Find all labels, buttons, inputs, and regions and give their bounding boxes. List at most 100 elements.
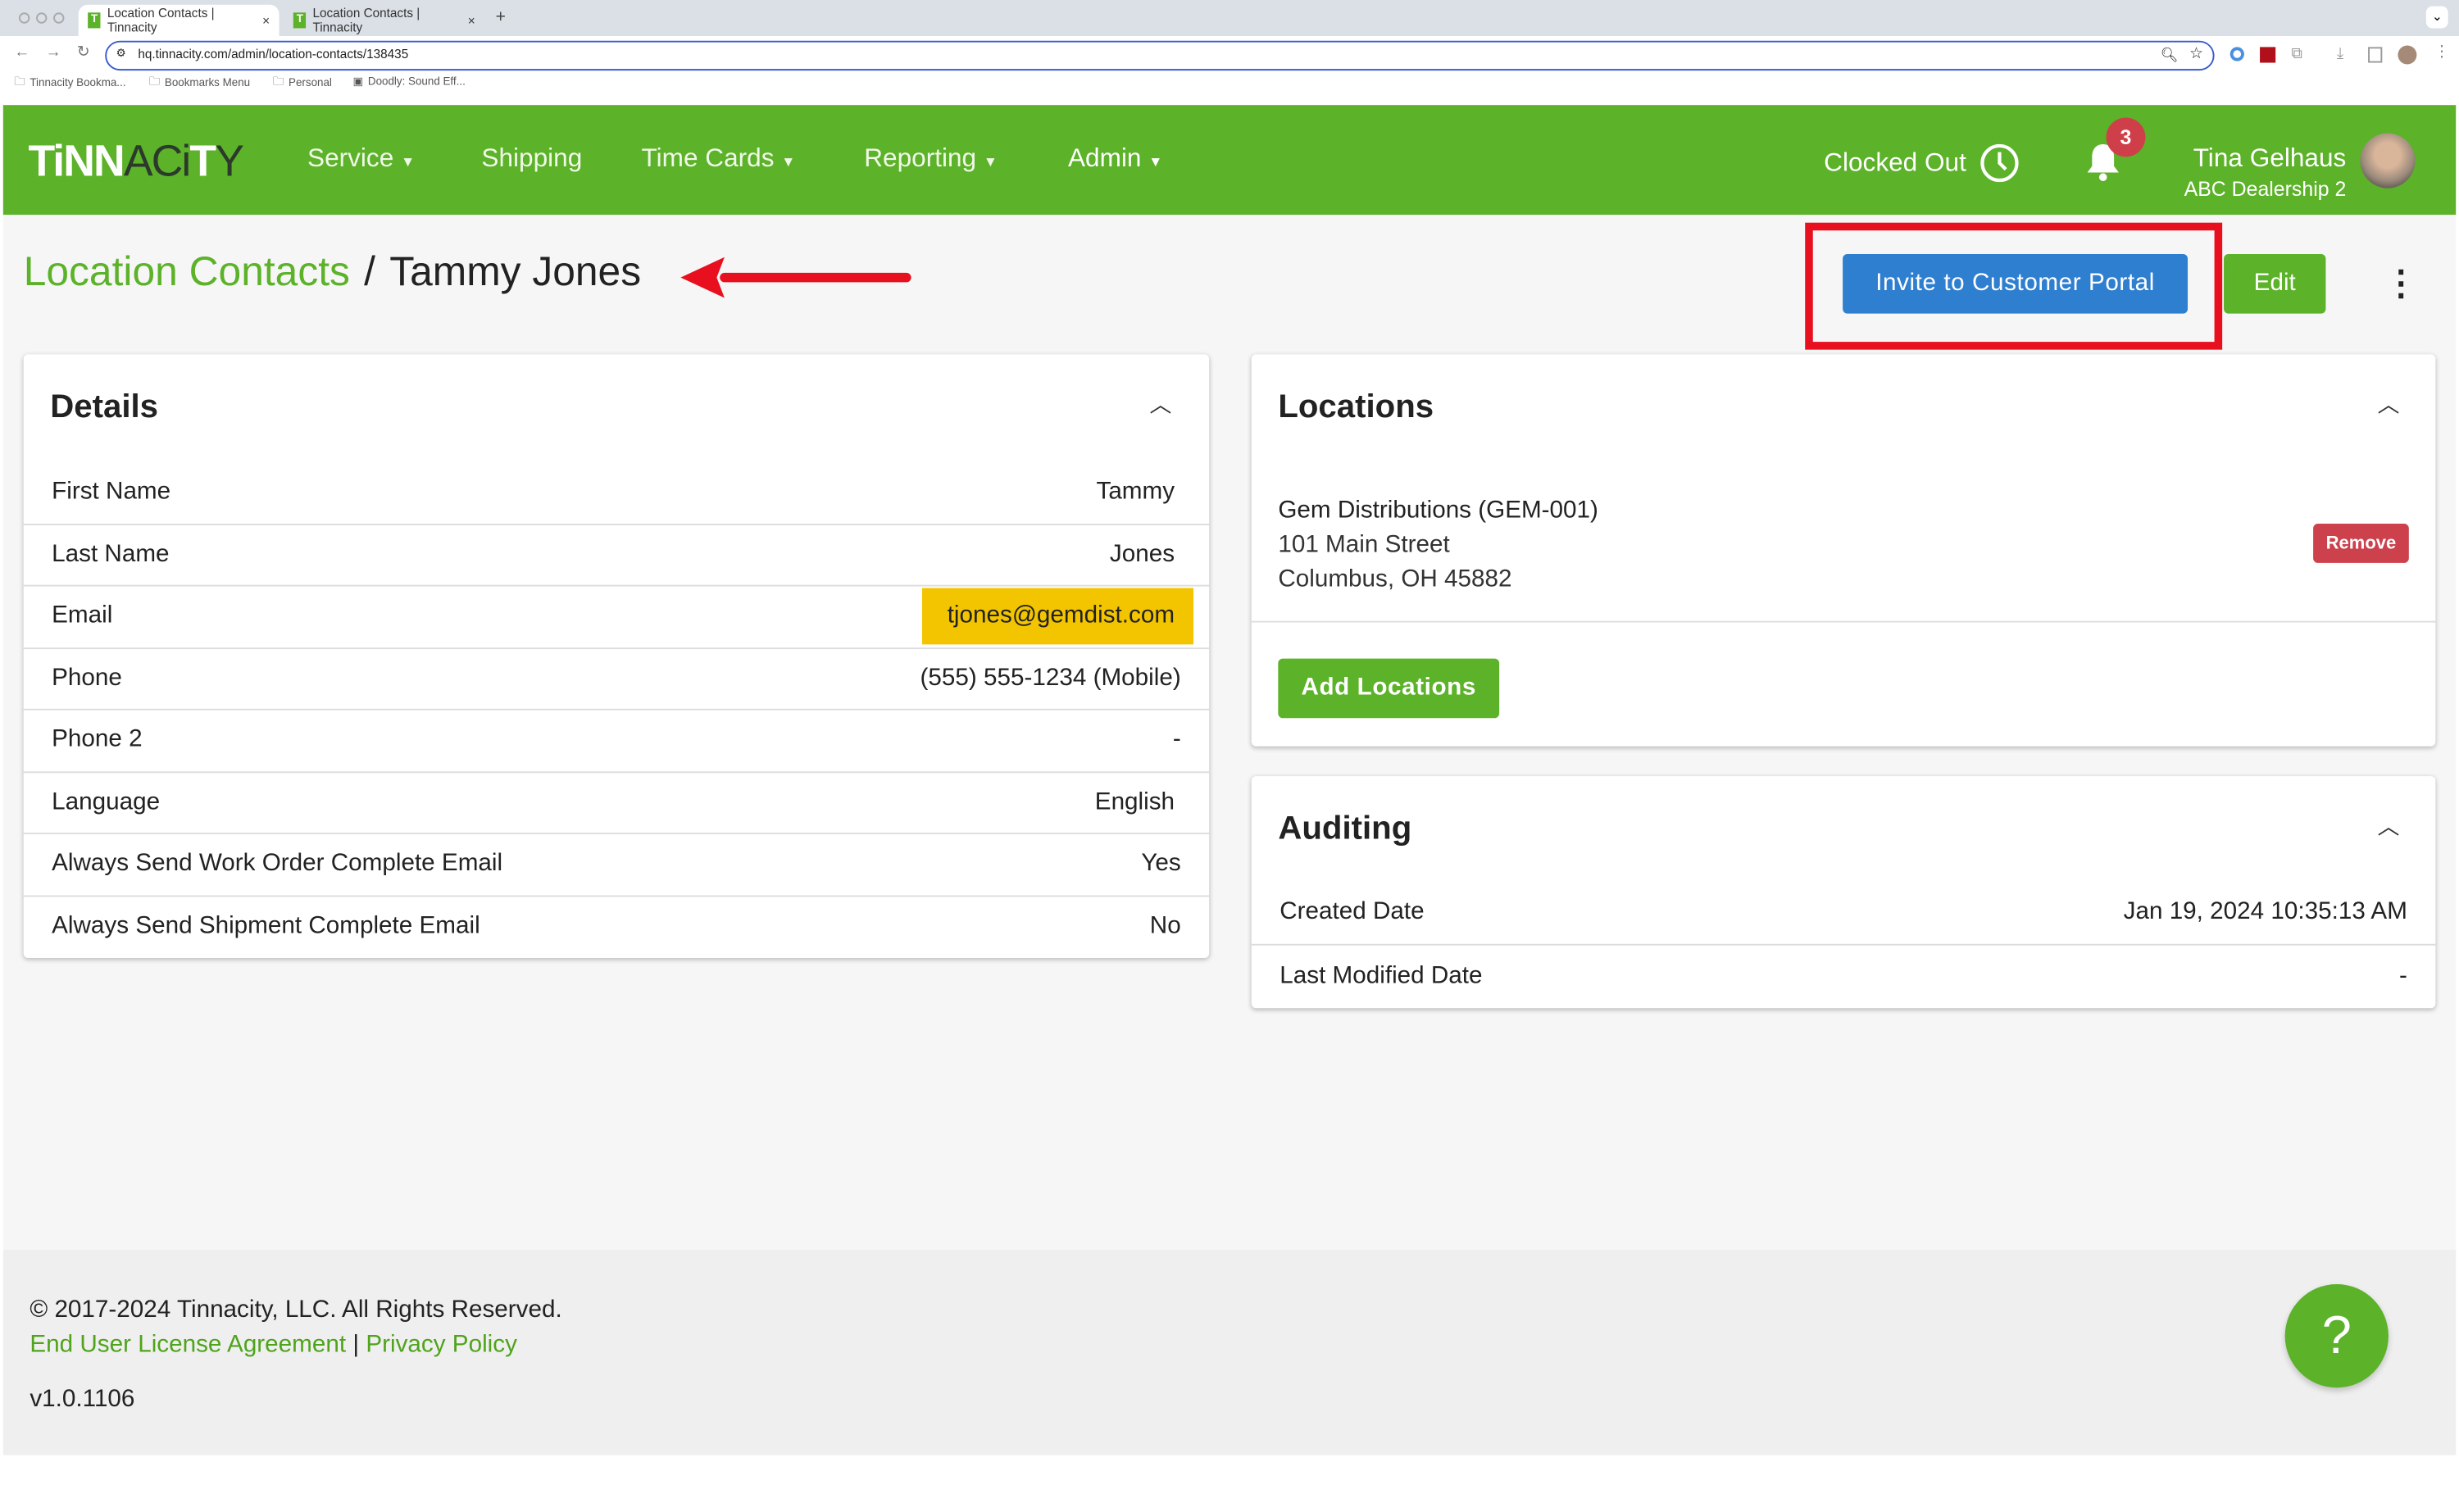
nav-admin[interactable]: Admin ▼ [1067,144,1163,173]
tab-search-icon[interactable]: ⌄ [2425,6,2448,29]
bookmark-label: Tinnacity Bookma... [30,78,126,90]
row-value: (555) 555-1234 (Mobile) [920,664,1181,692]
row-label: Phone 2 [52,726,143,753]
tab-title: Location Contacts | Tinnacity [107,6,215,35]
invite-to-customer-portal-button[interactable]: Invite to Customer Portal [1843,253,2189,314]
auditing-title: Auditing [1278,810,1412,847]
bookmark-item[interactable]: 🗀 Bookmarks Menu [149,75,250,93]
collapse-chevron-icon[interactable]: ︿ [2377,814,2400,839]
location-name: Gem Distributions (GEM-001) [1278,497,1598,524]
url-text: hq.tinnacity.com/admin/location-contacts… [138,47,409,61]
collapse-chevron-icon[interactable]: ︿ [1149,392,1172,417]
caret-down-icon: ▼ [781,153,796,170]
browser-menu-icon[interactable]: ⋮ [2434,43,2450,61]
footer [2,1249,2457,1455]
bookmark-item[interactable]: 🗀 Personal [273,75,332,93]
row-value: Jan 19, 2024 10:35:13 AM [2123,898,2407,926]
bookmark-label: Personal [289,78,332,90]
link-separator: | [352,1331,360,1358]
location-street: 101 Main Street [1278,531,1450,559]
copyright: © 2017-2024 Tinnacity, LLC. All Rights R… [30,1296,562,1324]
clock-status-button[interactable]: Clocked Out [1824,143,2020,184]
row-value: - [2399,962,2407,989]
bookmark-item[interactable]: 🗀 Tinnacity Bookma... [14,75,125,93]
tinnacity-favicon-icon: T [88,12,102,29]
detail-row: First Name Tammy [23,462,1210,524]
nav-time-cards[interactable]: Time Cards ▼ [641,144,796,173]
location-item: Gem Distributions (GEM-001) 101 Main Str… [1278,494,1598,597]
auditing-card: Auditing ︿ Created Date Jan 19, 2024 10:3… [1251,776,2436,1009]
row-label: Phone [52,664,122,692]
user-menu[interactable]: Tina Gelhaus ABC Dealership 2 [2184,144,2347,201]
extensions-icon[interactable]: ⧉ [2291,45,2302,63]
acrobat-extension-icon[interactable] [2260,47,2276,63]
close-tab-icon[interactable]: × [262,13,270,28]
new-tab-button[interactable]: + [495,7,506,27]
collapse-chevron-icon[interactable]: ︿ [2377,392,2400,417]
address-toolbar: ← → ↻ [0,36,2459,74]
zoom-icon[interactable]: 🔍︎ [2160,47,2179,63]
row-label: Language [52,788,161,815]
detail-row: Always Send Shipment Complete Email No [24,896,1209,958]
email-value-highlighted[interactable]: tjones@gemdist.com [922,588,1194,645]
clock-status: Clocked Out [1824,148,1966,177]
browser-tab[interactable]: T Location Contacts | Tinnacity × [284,5,484,36]
nav-reporting[interactable]: Reporting ▼ [864,144,998,173]
site-settings-icon[interactable]: ⚙ [116,48,126,60]
browser-tab-active[interactable]: T Location Contacts | Tinnacity × [78,4,280,37]
bell-icon[interactable] [2083,139,2124,184]
privacy-policy-link[interactable]: Privacy Policy [366,1331,517,1358]
user-avatar[interactable] [2360,133,2416,188]
remove-location-button[interactable]: Remove [2313,524,2409,563]
extension-icon[interactable] [2229,47,2244,61]
top-nav [2,105,2457,216]
edit-button[interactable]: Edit [2224,253,2326,314]
bookmark-star-icon[interactable]: ☆ [2189,45,2204,63]
detail-row: Email tjones@gemdist.com [23,587,1210,649]
bookmark-item[interactable]: ▣ Doodly: Sound Eff... [352,75,465,88]
window-controls[interactable] [18,12,65,24]
add-locations-button[interactable]: Add Locations [1278,658,1500,719]
row-label: Always Send Work Order Complete Email [52,850,503,878]
tinnacity-favicon-icon: T [293,12,307,29]
breadcrumb-location-contacts[interactable]: Location Contacts [23,247,350,295]
row-value: Jones [1109,540,1175,568]
eula-link[interactable]: End User License Agreement [30,1331,347,1358]
row-label: Email [52,602,113,629]
annotation-arrow-icon [680,257,911,298]
more-options-icon[interactable]: ⋮ [2384,263,2419,303]
page-icon: ▣ [352,76,364,89]
browser-tab-bar: T Location Contacts | Tinnacity × T Loca… [0,0,2459,37]
download-icon[interactable]: ⤓ [2336,45,2344,63]
caret-down-icon: ▼ [401,153,416,170]
folder-icon: 🗀 [148,76,161,89]
back-icon[interactable]: ← [14,43,30,61]
row-value: - [1172,726,1181,753]
location-city: Columbus, OH 45882 [1278,565,1512,593]
help-button[interactable]: ? [2284,1283,2389,1388]
url-bar[interactable]: ⚙ hq.tinnacity.com/admin/location-contac… [105,40,2215,71]
nav-service[interactable]: Service ▼ [307,144,416,173]
audit-row: Created Date Jan 19, 2024 10:35:13 AM [1251,883,2436,945]
reload-icon[interactable]: ↻ [76,43,90,61]
side-panel-icon[interactable] [2368,47,2383,63]
row-value: No [1149,913,1181,940]
forward-icon[interactable]: → [45,43,61,61]
tinnacity-logo[interactable]: TiNNACiTY [28,136,244,185]
caret-down-icon: ▼ [1148,153,1163,170]
bookmark-label: Bookmarks Menu [164,78,251,90]
details-card: Details ︿ First Name Tammy Last Name Jones… [23,354,1210,959]
folder-icon: 🗀 [14,76,25,89]
detail-row: Always Send Work Order Complete Email Yes [23,834,1210,897]
bookmark-label: Doodly: Sound Eff... [367,75,466,88]
profile-avatar[interactable] [2398,45,2417,65]
divider [1251,620,2436,623]
row-label: Last Modified Date [1279,962,1483,989]
footer-text: © 2017-2024 Tinnacity, LLC. All Rights R… [30,1293,561,1417]
nav-shipping[interactable]: Shipping [481,144,583,173]
annotation-highlight-box [1805,222,2223,350]
row-label: First Name [52,479,171,506]
audit-row: Last Modified Date - [1252,946,2436,1008]
notification-badge: 3 [2106,117,2146,157]
close-tab-icon[interactable]: × [467,13,475,28]
